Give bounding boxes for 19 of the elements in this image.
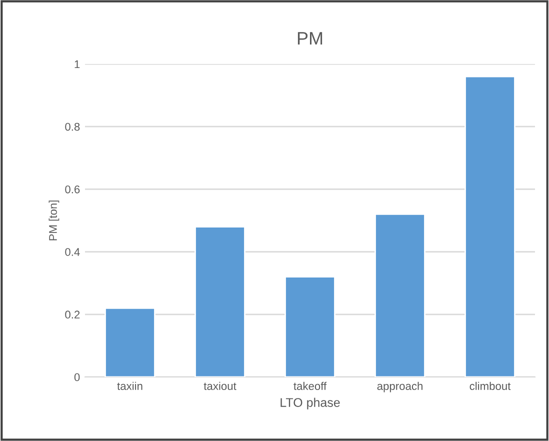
x-tick-label: taxiin bbox=[117, 382, 142, 390]
x-tick-label: takeoff bbox=[294, 382, 327, 390]
bar bbox=[284, 276, 336, 377]
chart-title: PM bbox=[298, 32, 322, 45]
y-tick-label: 0 bbox=[74, 373, 80, 382]
y-tick-label: 1 bbox=[74, 60, 80, 68]
y-tick-label: 0.4 bbox=[65, 248, 80, 256]
bar bbox=[464, 76, 516, 377]
y-tick-label: 0.8 bbox=[65, 122, 80, 131]
x-tick-label: taxiout bbox=[204, 382, 236, 390]
y-tick-label: 0.2 bbox=[65, 310, 80, 319]
y-axis-title: PM [ton] bbox=[48, 200, 60, 240]
x-tick-label: approach bbox=[377, 382, 422, 392]
bar bbox=[104, 307, 156, 377]
bar bbox=[374, 214, 426, 377]
x-tick-label: climbout bbox=[470, 382, 511, 390]
y-tick-label: 0.6 bbox=[65, 185, 80, 194]
x-axis-title: LTO phase bbox=[280, 398, 340, 410]
bar bbox=[194, 226, 246, 377]
